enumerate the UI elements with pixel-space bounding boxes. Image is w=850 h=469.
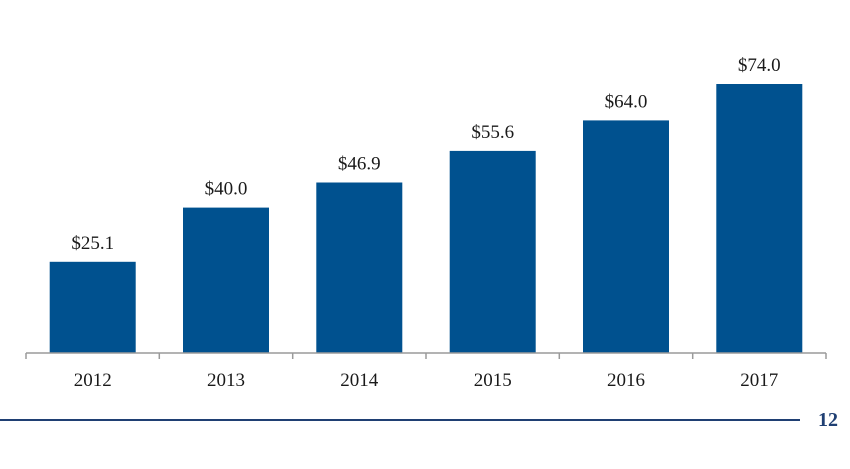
bars-layer [49,84,803,354]
data-label-2015: $55.6 [471,122,514,143]
data-label-2012: $25.1 [71,233,114,254]
x-tick-label-2017: 2017 [740,370,778,391]
data-label-2016: $64.0 [605,91,648,112]
x-tick-label-2012: 2012 [74,370,112,391]
bar-2013 [183,207,269,353]
bar-2015 [449,150,536,353]
x-tick-label-2016: 2016 [607,370,645,391]
x-tick-label-2013: 2013 [207,370,245,391]
data-label-2014: $46.9 [338,154,381,175]
x-tick-label-2015: 2015 [474,370,512,391]
value-labels-layer: $25.1 $40.0 $46.9 $55.6 $64.0 $74.0 [71,55,780,254]
bar-2016 [583,120,669,354]
data-label-2013: $40.0 [205,179,248,200]
bar-2017 [716,84,803,353]
footer-rule [0,419,800,421]
data-label-2017: $74.0 [738,55,781,76]
page-number: 12 [818,409,838,431]
bar-2012 [49,261,136,353]
x-axis: 2012 2013 2014 2015 2016 2017 [25,352,827,391]
x-tick-label-2014: 2014 [340,370,379,391]
bar-2014 [316,182,403,353]
